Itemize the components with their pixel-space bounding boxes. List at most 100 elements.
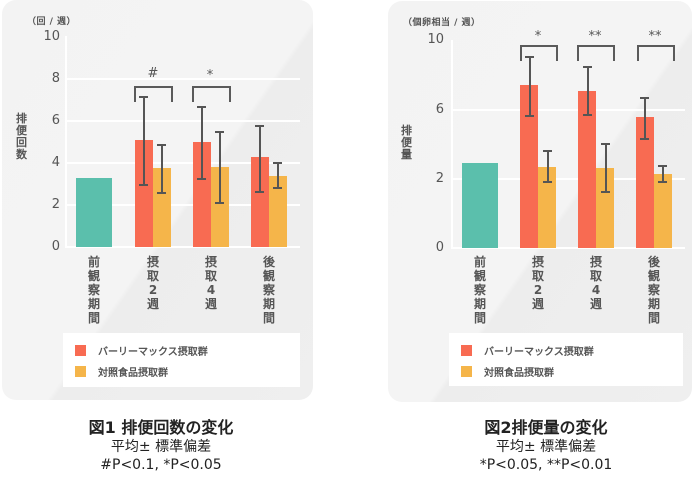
bar-barleymax-post xyxy=(251,157,269,247)
error-bar xyxy=(201,107,203,179)
error-cap xyxy=(273,162,282,164)
x-label: 摂取2週 xyxy=(531,255,544,311)
error-bar xyxy=(277,163,279,188)
significance-bracket xyxy=(192,86,231,102)
bar-control-week2 xyxy=(538,167,556,248)
error-cap xyxy=(273,187,282,189)
caption-p: *P<0.05, **P<0.01 xyxy=(479,457,613,473)
legend-item-barleymax: バーリーマックス摂取群 xyxy=(461,343,594,358)
x-label: 摂取2週 xyxy=(146,255,159,311)
y-axis-line xyxy=(65,36,67,248)
x-label: 前観察期間 xyxy=(473,255,486,325)
swatch-red-icon xyxy=(461,345,472,356)
error-bar xyxy=(161,145,163,193)
y-tick: 10 xyxy=(427,32,444,47)
error-bar xyxy=(587,67,589,115)
error-cap xyxy=(157,144,166,146)
legend-item-control: 対照食品摂取群 xyxy=(75,364,168,379)
bar-barleymax-week4 xyxy=(193,142,211,247)
error-cap xyxy=(525,56,534,58)
gridline xyxy=(65,78,300,80)
x-label: 前観察期間 xyxy=(87,255,100,325)
significance-bracket xyxy=(577,45,615,61)
caption-title: 図2排便量の変化 xyxy=(484,418,608,437)
swatch-yellow-icon xyxy=(75,366,86,377)
y-axis-unit: （回 / 週） xyxy=(27,17,77,27)
bar-control-week4 xyxy=(596,168,614,248)
significance-mark: # xyxy=(147,66,159,81)
significance-bracket xyxy=(134,86,173,102)
gridline xyxy=(451,178,685,180)
bar-control-post xyxy=(654,174,672,248)
bar-barleymax-week4 xyxy=(578,91,596,248)
bar-control-post xyxy=(269,176,287,247)
bar-baseline xyxy=(462,163,498,248)
x-axis-line xyxy=(451,247,685,249)
swatch-red-icon xyxy=(75,345,86,356)
error-cap xyxy=(658,165,667,167)
error-cap xyxy=(658,181,667,183)
error-cap xyxy=(525,115,534,117)
legend-label: 対照食品摂取群 xyxy=(484,368,554,379)
figure-1-caption: 図1 排便回数の変化 平均± 標準偏差 #P<0.1, *P<0.05 xyxy=(11,418,311,474)
significance-mark: ** xyxy=(588,29,602,44)
legend-label: バーリーマックス摂取群 xyxy=(98,347,208,358)
y-tick: 2 xyxy=(435,171,444,186)
swatch-yellow-icon xyxy=(461,366,472,377)
error-cap xyxy=(197,178,206,180)
y-axis-title: 排便回数 xyxy=(16,112,27,161)
caption-title: 図1 排便回数の変化 xyxy=(88,418,234,437)
significance-mark: * xyxy=(534,29,542,44)
legend-item-barleymax: バーリーマックス摂取群 xyxy=(75,343,208,358)
caption-p: #P<0.1, *P<0.05 xyxy=(100,457,222,473)
error-cap xyxy=(255,191,264,193)
error-cap xyxy=(583,66,592,68)
x-label: 摂取4週 xyxy=(589,255,602,311)
error-cap xyxy=(601,143,610,145)
y-axis-line xyxy=(451,40,453,249)
gridline xyxy=(65,120,300,122)
error-cap xyxy=(640,138,649,140)
y-tick: 0 xyxy=(51,239,60,254)
error-bar xyxy=(219,132,221,203)
significance-mark: * xyxy=(206,68,214,83)
legend-item-control: 対照食品摂取群 xyxy=(461,364,554,379)
x-label: 摂取4週 xyxy=(204,255,217,311)
legend-label: 対照食品摂取群 xyxy=(98,368,168,379)
bar-control-week2 xyxy=(153,168,171,247)
significance-bracket xyxy=(637,45,675,61)
error-cap xyxy=(215,131,224,133)
error-cap xyxy=(157,192,166,194)
figure-2-caption: 図2排便量の変化 平均± 標準偏差 *P<0.05, **P<0.01 xyxy=(396,418,696,474)
y-tick: 2 xyxy=(51,197,60,212)
y-tick: 10 xyxy=(43,29,60,44)
error-cap xyxy=(139,96,148,98)
error-cap xyxy=(640,97,649,99)
gridline xyxy=(451,109,685,111)
error-cap xyxy=(139,184,148,186)
x-label: 後観察期間 xyxy=(647,255,660,325)
gridline xyxy=(65,204,300,206)
legend: バーリーマックス摂取群 対照食品摂取群 xyxy=(63,333,300,387)
y-axis-unit: （個卵相当 / 週） xyxy=(403,18,481,28)
error-cap xyxy=(543,181,552,183)
bar-barleymax-week2 xyxy=(520,85,538,248)
significance-mark: ** xyxy=(648,29,662,44)
error-bar xyxy=(529,57,531,116)
y-tick: 6 xyxy=(51,113,60,128)
error-cap xyxy=(255,125,264,127)
y-tick: 6 xyxy=(435,102,444,117)
y-tick: 4 xyxy=(51,155,60,170)
y-axis-title: 排便量 xyxy=(401,124,412,161)
error-cap xyxy=(543,150,552,152)
y-tick: 0 xyxy=(435,240,444,255)
bar-baseline xyxy=(76,178,112,247)
bar-control-week4 xyxy=(211,167,229,247)
error-bar xyxy=(644,98,646,139)
significance-bracket xyxy=(520,45,558,61)
error-cap xyxy=(601,191,610,193)
error-cap xyxy=(583,114,592,116)
error-bar xyxy=(605,144,607,192)
error-bar xyxy=(547,151,549,182)
error-bar xyxy=(259,126,261,192)
